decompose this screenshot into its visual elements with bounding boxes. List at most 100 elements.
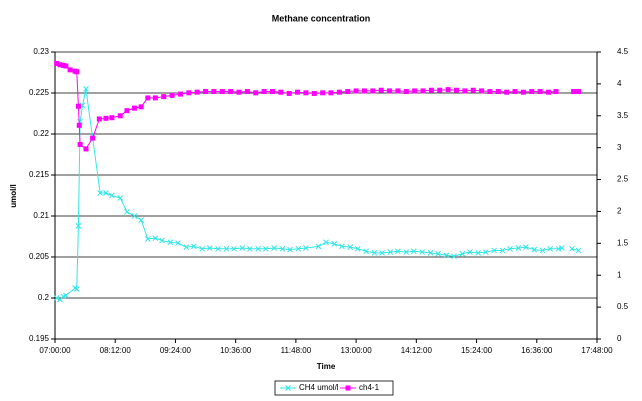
data-point: [553, 89, 559, 95]
y2-tick-label: 0.5: [617, 302, 629, 311]
data-point: [236, 89, 242, 95]
data-point: [219, 89, 225, 95]
y-tick-label: 0.225: [29, 88, 50, 97]
data-point: [504, 89, 510, 95]
data-point: [378, 87, 384, 93]
data-point: [529, 89, 535, 95]
legend-marker: [285, 385, 291, 391]
data-point: [63, 63, 69, 69]
data-point: [475, 250, 482, 256]
data-point: [395, 248, 401, 255]
data-point: [354, 245, 361, 252]
data-point: [379, 250, 385, 256]
data-point: [331, 241, 338, 247]
data-point: [145, 95, 151, 101]
data-point: [403, 249, 410, 255]
data-point: [76, 122, 82, 128]
x-tick-label: 14:12:00: [401, 346, 433, 355]
data-point: [437, 87, 443, 93]
data-point: [520, 89, 526, 95]
data-point: [75, 222, 82, 229]
x-axis-title: Time: [317, 362, 336, 371]
data-point: [462, 88, 468, 94]
data-point: [387, 88, 393, 94]
data-point: [303, 245, 309, 251]
x-tick-label: 15:24:00: [461, 346, 493, 355]
data-point: [175, 240, 181, 246]
data-point: [60, 62, 66, 68]
data-point: [286, 90, 292, 96]
y-axis-title: umol/l: [9, 184, 18, 208]
data-point: [537, 89, 543, 95]
x-tick-label: 10:36:00: [220, 346, 252, 355]
data-point: [253, 90, 259, 96]
y-tick-label: 0.23: [33, 47, 49, 56]
data-point: [345, 89, 351, 95]
data-point: [261, 89, 267, 95]
data-point: [97, 190, 104, 196]
data-point: [144, 236, 151, 242]
y2-tick-label: 1: [617, 270, 622, 279]
x-tick-label: 08:12:00: [100, 346, 132, 355]
y2-tick-label: 0: [617, 334, 622, 343]
data-point: [269, 89, 275, 95]
data-point: [117, 195, 124, 201]
data-point: [211, 89, 217, 95]
data-point: [419, 249, 426, 255]
data-point: [395, 88, 401, 94]
y-tick-label: 0.21: [33, 211, 49, 220]
x-tick-label: 17:48:00: [581, 346, 613, 355]
legend-label: CH4 umol/l: [299, 383, 339, 392]
y-tick-label: 0.22: [33, 129, 49, 138]
data-point: [279, 245, 286, 252]
data-point: [131, 105, 137, 111]
data-point: [215, 245, 221, 252]
data-point: [571, 89, 577, 95]
data-point: [559, 245, 565, 251]
data-point: [138, 104, 144, 110]
y-tick-label: 0.205: [29, 252, 50, 261]
data-point: [247, 245, 253, 252]
data-point: [555, 245, 562, 252]
data-point: [239, 245, 246, 251]
data-point: [410, 248, 417, 255]
legend-label: ch4-1: [359, 383, 380, 392]
y2-tick-label: 3: [617, 143, 622, 152]
data-point: [83, 86, 89, 92]
data-point: [363, 248, 370, 255]
data-point: [169, 92, 175, 98]
chart-title: Methane concentration: [272, 13, 371, 23]
data-point: [347, 244, 354, 251]
data-point: [109, 192, 115, 199]
data-point: [96, 116, 102, 122]
data-point: [287, 246, 293, 253]
data-point: [428, 87, 434, 93]
data-point: [339, 243, 345, 250]
data-point: [539, 247, 546, 254]
data-point: [523, 244, 529, 251]
data-point: [90, 135, 96, 141]
data-point: [545, 89, 551, 95]
data-point: [295, 245, 302, 252]
data-point: [515, 245, 522, 251]
data-point: [117, 113, 123, 119]
data-point: [103, 115, 109, 121]
data-point: [479, 88, 485, 94]
data-point: [328, 90, 334, 96]
data-point: [109, 115, 115, 121]
x-tick-label: 16:36:00: [521, 346, 553, 355]
data-point: [83, 146, 89, 152]
data-point: [228, 89, 234, 95]
data-point: [54, 60, 60, 66]
data-point: [190, 243, 197, 250]
data-point: [161, 94, 167, 100]
legend-marker: [345, 385, 351, 391]
data-point: [459, 250, 466, 257]
data-point: [361, 88, 367, 94]
data-point: [199, 245, 206, 252]
data-point: [323, 239, 329, 246]
data-point: [311, 90, 317, 96]
data-point: [203, 89, 209, 95]
data-point: [74, 69, 80, 75]
